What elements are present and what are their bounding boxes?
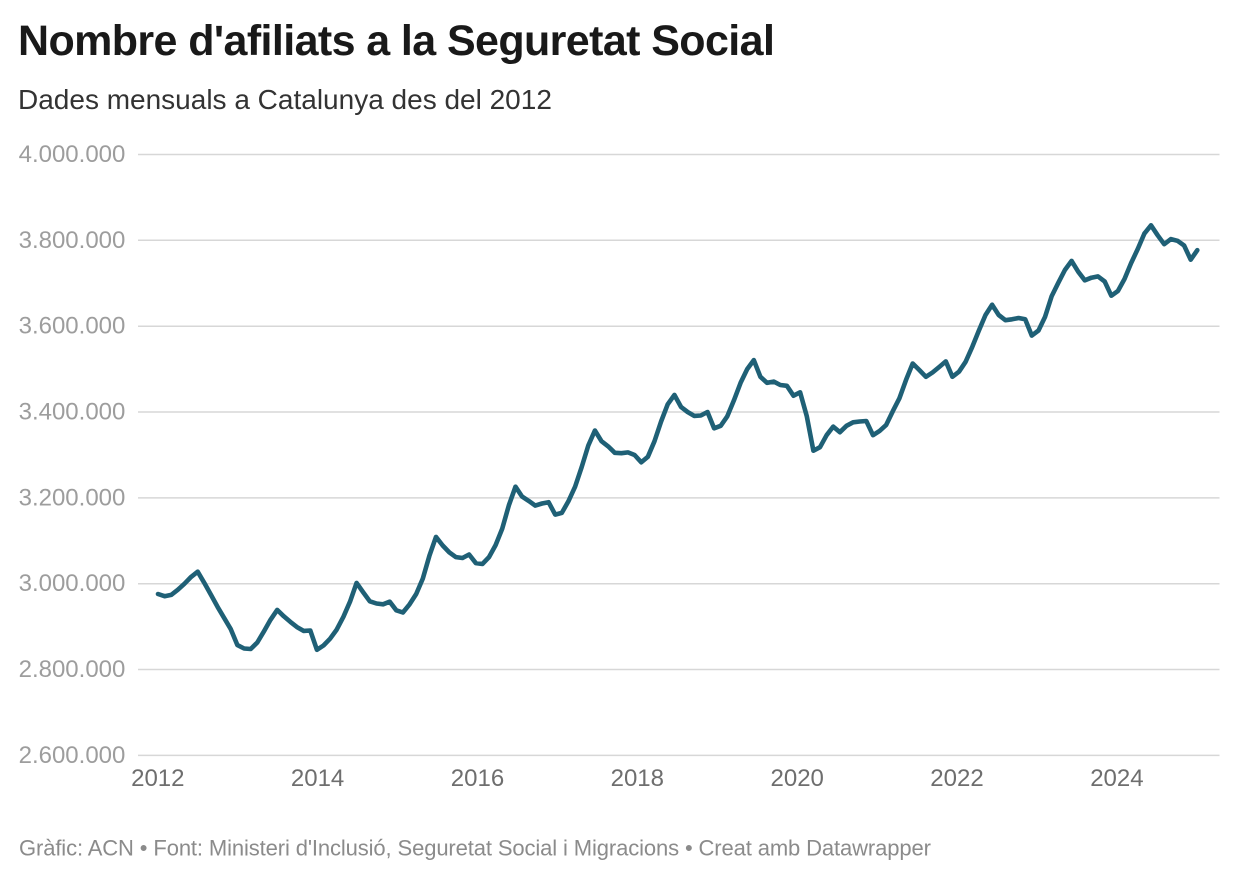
svg-text:3.800.000: 3.800.000	[19, 227, 126, 254]
svg-text:2012: 2012	[131, 765, 184, 792]
svg-text:4.000.000: 4.000.000	[19, 141, 126, 168]
svg-text:2020: 2020	[771, 765, 824, 792]
svg-text:2016: 2016	[451, 765, 504, 792]
svg-text:3.000.000: 3.000.000	[19, 570, 126, 597]
svg-text:3.400.000: 3.400.000	[19, 399, 126, 426]
svg-text:3.200.000: 3.200.000	[19, 484, 126, 511]
svg-text:2.600.000: 2.600.000	[19, 742, 126, 769]
svg-text:Dades mensuals a Catalunya des: Dades mensuals a Catalunya des del 2012	[18, 84, 552, 115]
svg-text:2.800.000: 2.800.000	[19, 656, 126, 683]
svg-text:3.600.000: 3.600.000	[19, 313, 126, 340]
svg-text:2024: 2024	[1090, 765, 1143, 792]
svg-text:Gràfic: ACN • Font: Ministeri: Gràfic: ACN • Font: Ministeri d'Inclusió…	[19, 836, 931, 861]
svg-text:2022: 2022	[930, 765, 983, 792]
svg-text:2014: 2014	[291, 765, 344, 792]
svg-text:Nombre d'afiliats a la Seguret: Nombre d'afiliats a la Seguretat Social	[18, 17, 774, 65]
svg-text:2018: 2018	[611, 765, 664, 792]
